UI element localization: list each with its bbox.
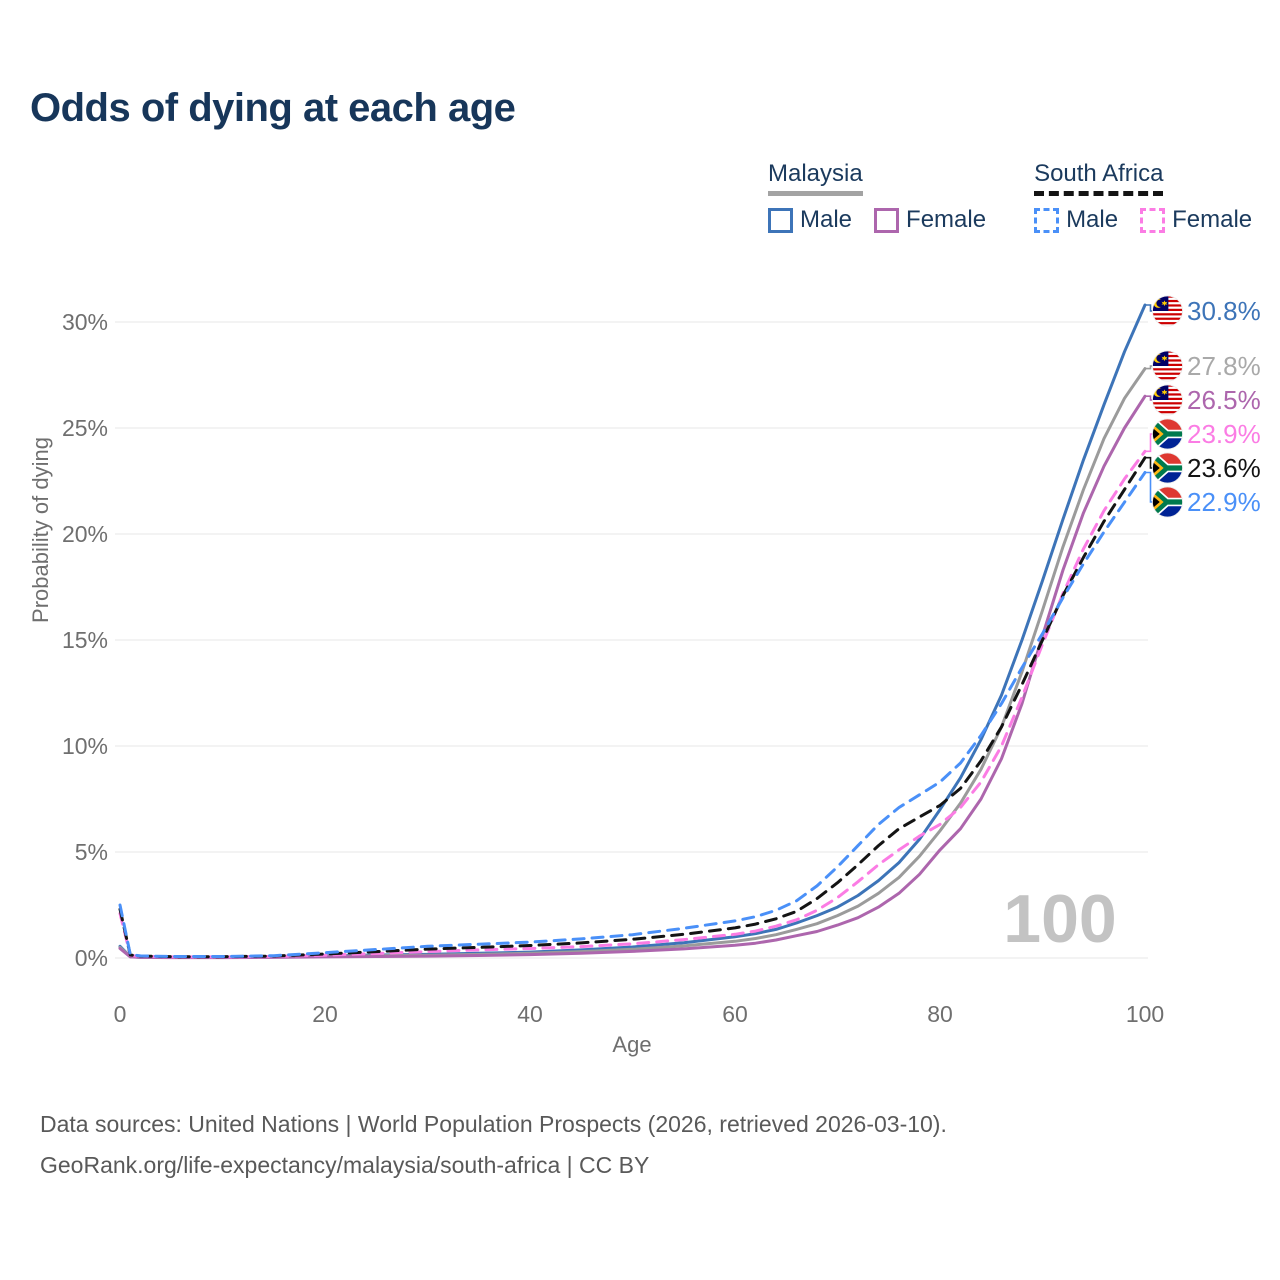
end-value-label-malaysia-both: 27.8% (1187, 351, 1261, 381)
legend-group-malaysia: Malaysia Male Female (768, 160, 986, 234)
x-tick-label: 40 (517, 1001, 543, 1027)
x-axis-title: Age (612, 1032, 651, 1057)
x-tick-label: 80 (927, 1001, 953, 1027)
series-line-malaysia-both (118, 367, 1147, 959)
malaysia-flag-icon (1152, 385, 1183, 416)
legend-item-south-africa-male[interactable]: Male (1034, 206, 1118, 234)
label-connector-malaysia-female (1145, 395, 1152, 401)
x-tick-label: 20 (312, 1001, 338, 1027)
malaysia-male-swatch-icon (768, 207, 793, 233)
legend-item-label: Female (906, 206, 987, 233)
y-tick-label: 30% (62, 309, 108, 335)
footer: Data sources: United Nations | World Pop… (40, 1104, 947, 1186)
y-tick-label: 20% (62, 521, 108, 547)
y-tick-label: 25% (62, 415, 108, 441)
series-lines (118, 303, 1147, 960)
x-axis-ticks: 0 20 40 60 80 100 (114, 1001, 1165, 1027)
legend-item-label: Male (1066, 206, 1119, 233)
malaysia-flag-icon (1152, 351, 1183, 382)
south-africa-flag-icon (1150, 453, 1184, 484)
legend: Malaysia Male Female South Africa Male (768, 160, 1252, 234)
gridlines (115, 321, 1148, 959)
series-line-malaysia-male (118, 303, 1147, 959)
label-connector-south-africa-female (1145, 433, 1152, 453)
footer-sources: Data sources: United Nations | World Pop… (40, 1111, 947, 1137)
y-tick-label: 0% (75, 945, 108, 971)
legend-item-label: Female (1172, 206, 1253, 233)
legend-header-south-africa[interactable]: South Africa (1034, 160, 1164, 196)
x-tick-label: 60 (722, 1001, 748, 1027)
south-africa-male-swatch-icon (1034, 207, 1060, 233)
south-africa-flag-icon (1150, 419, 1184, 450)
end-value-label-south-africa-both: 23.6% (1187, 453, 1261, 483)
legend-items-south-africa: Male Female (1034, 206, 1252, 234)
y-tick-label: 15% (62, 627, 108, 653)
end-value-label-malaysia-female: 26.5% (1187, 385, 1261, 415)
label-connector-malaysia-male (1145, 304, 1152, 312)
y-tick-label: 10% (62, 733, 108, 759)
label-connector-south-africa-male (1145, 471, 1152, 503)
end-value-label-south-africa-female: 23.9% (1187, 419, 1261, 449)
south-africa-female-swatch-icon (1140, 207, 1166, 233)
footer-attribution: GeoRank.org/life-expectancy/malaysia/sou… (40, 1152, 650, 1178)
legend-item-malaysia-female[interactable]: Female (874, 206, 986, 234)
label-connector-malaysia-both (1145, 365, 1152, 370)
legend-group-south-africa: South Africa Male Female (1034, 160, 1252, 234)
south-africa-flag-icon (1150, 487, 1184, 518)
end-labels: 30.8% 27.8% 26.5% 23.9% 23.6% 22.9% (1145, 296, 1261, 518)
series-line-south-africa-male (118, 471, 1147, 958)
malaysia-female-swatch-icon (874, 207, 900, 233)
label-connector-south-africa-both (1145, 456, 1152, 469)
y-tick-label: 5% (75, 839, 108, 865)
legend-item-south-africa-female[interactable]: Female (1140, 206, 1252, 234)
series-line-malaysia-female (118, 394, 1147, 960)
x-tick-label: 100 (1126, 1001, 1164, 1027)
x-tick-label: 0 (114, 1001, 127, 1027)
legend-item-label: Male (800, 206, 853, 233)
age-watermark: 100 (1003, 881, 1116, 957)
y-axis-ticks: 0% 5% 10% 15% 20% 25% 30% (62, 309, 108, 971)
y-axis-title: Probability of dying (28, 437, 53, 623)
page-title: Odds of dying at each age (30, 86, 516, 130)
end-value-label-south-africa-male: 22.9% (1187, 487, 1261, 517)
legend-items-malaysia: Male Female (768, 206, 986, 234)
end-value-label-malaysia-male: 30.8% (1187, 296, 1261, 326)
malaysia-flag-icon (1152, 296, 1183, 327)
legend-header-malaysia[interactable]: Malaysia (768, 160, 863, 196)
series-line-south-africa-female (118, 449, 1147, 959)
series-line-south-africa-both (118, 456, 1147, 959)
legend-item-malaysia-male[interactable]: Male (768, 206, 852, 234)
